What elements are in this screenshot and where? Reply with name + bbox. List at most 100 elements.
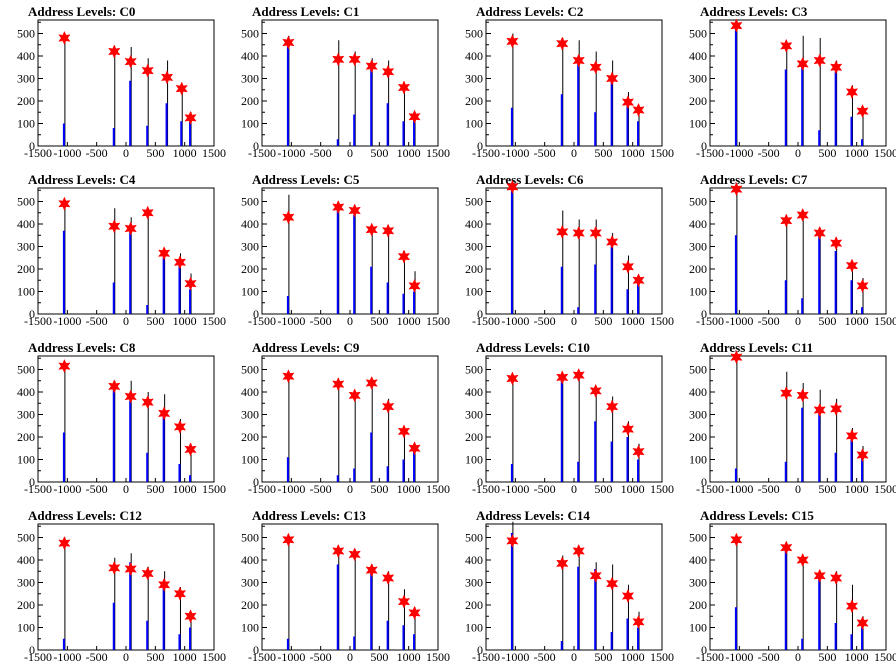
y-tick-label: 100 xyxy=(465,117,483,131)
star-marker xyxy=(730,181,743,197)
x-tick-label: 0 xyxy=(123,650,129,664)
x-tick-label: -1500 xyxy=(696,314,724,328)
y-tick-label: 500 xyxy=(241,195,259,209)
y-tick-label: 400 xyxy=(465,385,483,399)
chart-title: Address Levels: C4 xyxy=(28,172,136,187)
x-tick-label: 500 xyxy=(594,650,612,664)
star-marker xyxy=(397,249,411,264)
y-tick-label: 300 xyxy=(241,576,259,590)
star-marker xyxy=(141,63,154,78)
x-tick-label: 500 xyxy=(370,146,388,160)
x-tick-label: 500 xyxy=(594,146,612,160)
star-marker xyxy=(348,388,361,403)
x-tick-label: -1000 xyxy=(53,146,81,160)
y-tick-label: 500 xyxy=(241,363,259,377)
y-tick-label: 100 xyxy=(689,453,707,467)
chart-title: Address Levels: C0 xyxy=(28,4,136,19)
star-marker xyxy=(58,535,71,551)
x-tick-label: -1500 xyxy=(248,314,276,328)
star-marker xyxy=(572,53,585,68)
x-tick-label: 1000 xyxy=(397,482,421,496)
plot-frame xyxy=(261,187,439,315)
star-marker xyxy=(157,246,171,261)
star-marker xyxy=(408,605,421,621)
x-tick-label: -1000 xyxy=(53,650,81,664)
star-marker xyxy=(381,399,395,414)
y-tick-label: 0 xyxy=(701,307,707,321)
chart-svg: 0 100 200 300 400 500 -1500 -1000 -500 0 500 1000 15… xyxy=(17,19,226,160)
chart-title: Address Levels: C1 xyxy=(252,4,360,19)
chart-svg: 0 100 200 300 400 500 -1500 -1000 -500 0 500 1000 15… xyxy=(465,19,674,160)
x-tick-label: 500 xyxy=(818,650,836,664)
chart-svg: 0 100 200 300 400 500 -1500 -1000 -500 0 500 1000 15… xyxy=(17,355,226,496)
y-tick-label: 200 xyxy=(465,598,483,612)
y-tick-label: 100 xyxy=(465,453,483,467)
y-tick-label: 400 xyxy=(17,49,35,63)
chart-svg: 0 100 200 300 400 500 -1500 -1000 -500 0 500 1000 15… xyxy=(17,187,226,328)
y-tick-label: 400 xyxy=(17,553,35,567)
chart-svg: 0 100 200 300 400 500 -1500 -1000 -500 0 500 1000 15… xyxy=(689,523,896,664)
x-tick-label: 1000 xyxy=(397,650,421,664)
star-marker xyxy=(589,383,602,399)
star-marker xyxy=(332,543,345,559)
star-marker xyxy=(605,71,619,86)
x-tick-label: 0 xyxy=(795,314,801,328)
star-marker xyxy=(845,598,859,614)
x-tick-label: 500 xyxy=(370,650,388,664)
y-tick-label: 0 xyxy=(253,643,259,657)
x-tick-label: 1500 xyxy=(426,482,450,496)
y-tick-label: 500 xyxy=(689,531,707,545)
y-tick-label: 0 xyxy=(253,139,259,153)
x-tick-label: -1500 xyxy=(472,482,500,496)
x-tick-label: -1500 xyxy=(248,650,276,664)
y-tick-label: 300 xyxy=(689,576,707,590)
star-marker xyxy=(829,401,843,417)
chart-title: Address Levels: C15 xyxy=(700,508,814,523)
y-tick-label: 500 xyxy=(689,195,707,209)
x-tick-label: 500 xyxy=(818,482,836,496)
x-tick-label: -1000 xyxy=(725,314,753,328)
star-marker xyxy=(556,224,569,240)
y-tick-label: 100 xyxy=(17,117,35,131)
x-tick-label: -1500 xyxy=(24,146,52,160)
y-tick-label: 200 xyxy=(689,94,707,108)
x-tick-label: -1500 xyxy=(696,650,724,664)
x-tick-label: -1000 xyxy=(501,314,529,328)
x-tick-label: 1000 xyxy=(173,482,197,496)
x-tick-label: 1000 xyxy=(173,314,197,328)
y-tick-label: 300 xyxy=(241,240,259,254)
chart-svg: 0 100 200 300 400 500 -1500 -1000 -500 0 500 1000 15… xyxy=(17,523,226,664)
star-marker xyxy=(108,379,121,394)
x-tick-label: 500 xyxy=(146,650,164,664)
star-marker xyxy=(556,370,569,385)
y-tick-label: 200 xyxy=(241,430,259,444)
y-tick-label: 500 xyxy=(465,531,483,545)
y-tick-label: 400 xyxy=(241,553,259,567)
chart-title: Address Levels: C6 xyxy=(476,172,584,187)
y-tick-label: 300 xyxy=(689,240,707,254)
star-marker xyxy=(397,424,411,439)
star-marker xyxy=(381,64,395,79)
y-tick-label: 500 xyxy=(17,531,35,545)
chart-panel: Address Levels: C0 0 100 200 300 400 500 -1500-… xyxy=(0,0,226,168)
star-marker xyxy=(397,594,411,609)
x-tick-label: 0 xyxy=(347,482,353,496)
star-marker xyxy=(506,371,519,386)
x-tick-label: 1500 xyxy=(426,314,450,328)
chart-title: Address Levels: C3 xyxy=(700,4,808,19)
y-tick-label: 300 xyxy=(465,408,483,422)
y-tick-label: 500 xyxy=(689,363,707,377)
chart-svg: 0 100 200 300 400 500 -1500 -1000 -500 0 500 1000 15… xyxy=(689,349,896,496)
x-tick-label: -1500 xyxy=(696,482,724,496)
chart-svg: 0 100 200 300 400 500 -1500 -1000 -500 0 500 1000 15… xyxy=(465,521,674,664)
x-tick-label: 0 xyxy=(123,482,129,496)
y-tick-label: 0 xyxy=(477,643,483,657)
x-tick-label: 1000 xyxy=(397,146,421,160)
chart-panel: Address Levels: C14 0 100 200 300 400 500 -1500… xyxy=(448,504,674,672)
star-marker xyxy=(605,399,619,414)
x-tick-label: -500 xyxy=(534,482,556,496)
x-tick-label: 1500 xyxy=(202,314,226,328)
star-marker xyxy=(184,276,197,291)
chart-panel: Address Levels: C8 0 100 200 300 400 500 -1500-… xyxy=(0,336,226,504)
y-tick-label: 100 xyxy=(241,621,259,635)
